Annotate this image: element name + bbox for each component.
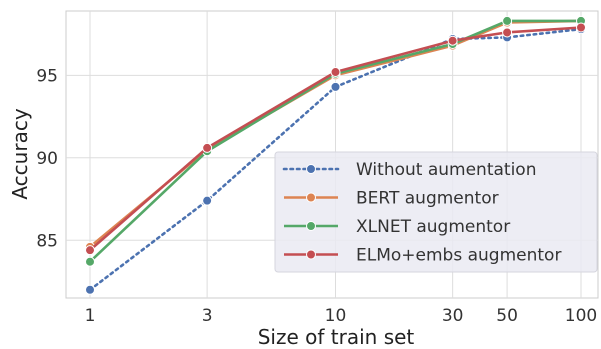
y-tick-labels: 85 90 95 <box>36 66 58 251</box>
x-tick-label: 1 <box>85 306 96 326</box>
series-path <box>89 26 582 252</box>
data-point <box>202 195 213 206</box>
x-tick-label: 50 <box>496 306 518 326</box>
data-point <box>330 67 341 78</box>
series-path <box>88 27 583 292</box>
x-tick-label: 100 <box>565 306 597 326</box>
legend-box <box>274 151 598 273</box>
legend-label: BERT augmentor <box>356 189 499 209</box>
legend-marker <box>306 249 316 260</box>
legend-marker <box>306 221 316 231</box>
y-tick-label: 85 <box>36 231 58 251</box>
data-point <box>447 35 458 46</box>
y-axis-title: Accuracy <box>8 108 32 199</box>
data-point <box>85 256 95 267</box>
x-tick-label: 10 <box>325 306 347 326</box>
legend-marker <box>306 164 316 174</box>
series-group <box>85 15 586 295</box>
legend-label: ELMo+embs augmentor <box>356 246 561 266</box>
x-tick-label: 30 <box>442 306 464 326</box>
x-axis-title: Size of train set <box>258 325 415 349</box>
series-line <box>85 22 586 256</box>
data-point <box>502 27 513 38</box>
x-tick-labels: 1 3 10 30 50 100 <box>85 306 598 326</box>
data-point <box>502 15 513 26</box>
series-path <box>89 19 581 263</box>
legend-label: XLNET augmentor <box>356 217 510 237</box>
y-tick-label: 95 <box>36 66 58 86</box>
legend-marker <box>306 192 316 203</box>
data-point <box>330 81 341 92</box>
data-point <box>85 284 95 295</box>
legend: Without aumentation BERT augmentor XLNET a… <box>274 151 598 273</box>
x-tick-label: 3 <box>202 306 213 326</box>
data-point <box>202 142 213 153</box>
legend-label: Without aumentation <box>356 160 536 180</box>
data-point <box>576 22 586 33</box>
data-point <box>85 245 95 256</box>
y-tick-label: 90 <box>36 149 58 169</box>
